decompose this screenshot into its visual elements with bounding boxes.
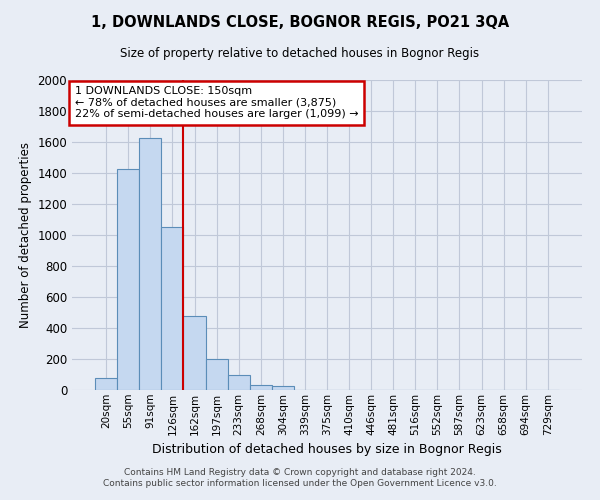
Text: Contains HM Land Registry data © Crown copyright and database right 2024.
Contai: Contains HM Land Registry data © Crown c… [103,468,497,487]
Y-axis label: Number of detached properties: Number of detached properties [19,142,32,328]
Bar [206,359,227,390]
Bar [95,378,117,390]
Bar [184,316,206,390]
Bar [227,374,250,390]
Bar [272,386,294,390]
Text: 1, DOWNLANDS CLOSE, BOGNOR REGIS, PO21 3QA: 1, DOWNLANDS CLOSE, BOGNOR REGIS, PO21 3… [91,15,509,30]
Bar [117,169,139,390]
Bar [161,227,184,390]
Bar [139,138,161,390]
X-axis label: Distribution of detached houses by size in Bognor Regis: Distribution of detached houses by size … [152,443,502,456]
Text: Size of property relative to detached houses in Bognor Regis: Size of property relative to detached ho… [121,48,479,60]
Bar [250,384,272,390]
Text: 1 DOWNLANDS CLOSE: 150sqm
← 78% of detached houses are smaller (3,875)
22% of se: 1 DOWNLANDS CLOSE: 150sqm ← 78% of detac… [74,86,358,120]
